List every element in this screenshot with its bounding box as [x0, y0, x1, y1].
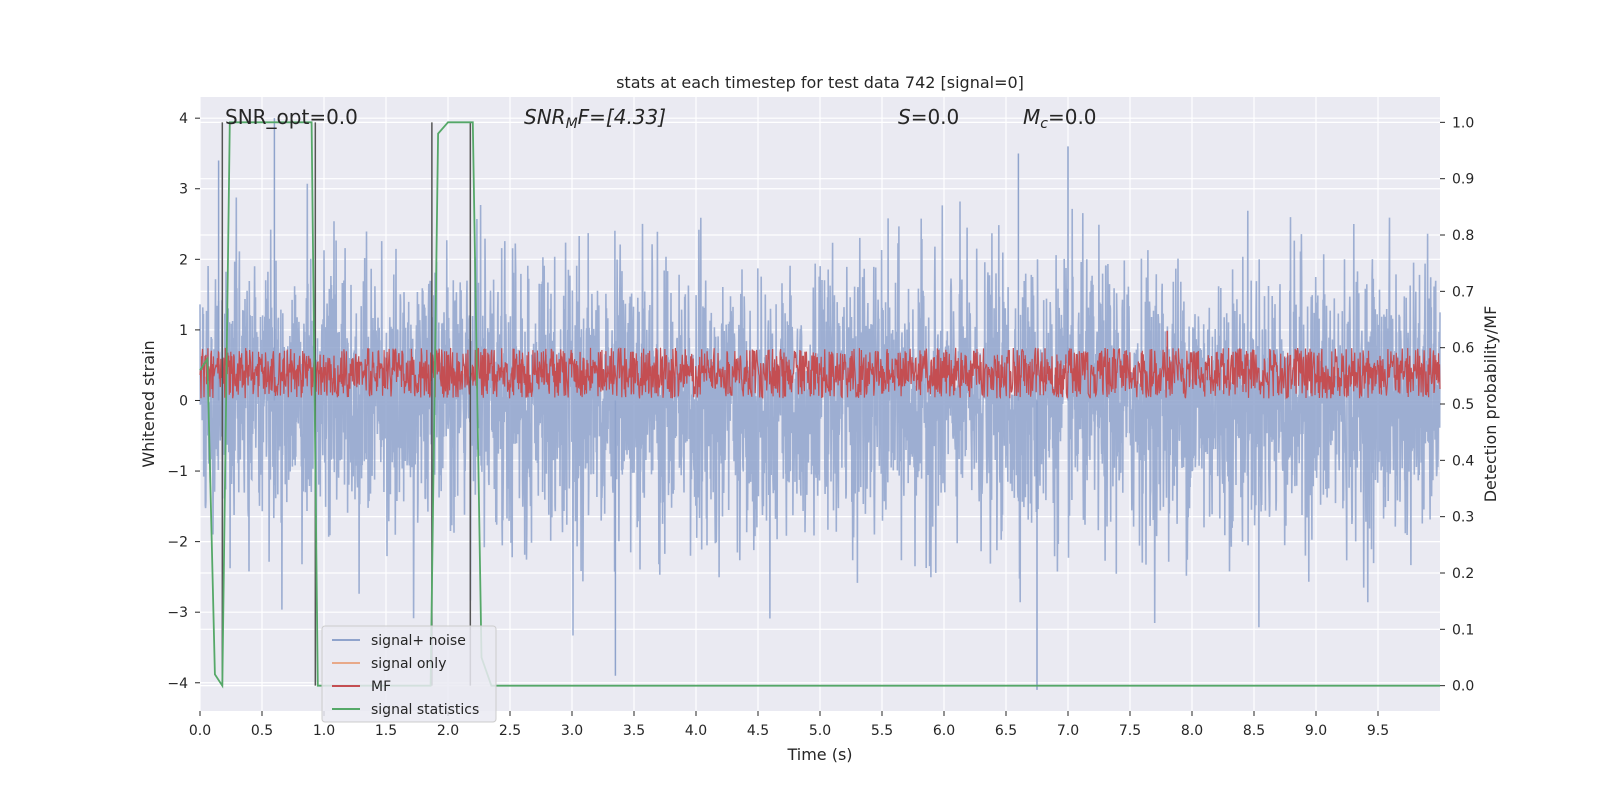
x-tick-label: 1.5 — [375, 723, 397, 739]
snr-mf-rest: F=[4.33] — [578, 105, 666, 129]
chart-title: stats at each timestep for test data 742… — [616, 73, 1024, 92]
y-right-axis-ticks: 1.0 0.9 0.8 0.7 0.6 0.5 0.4 0.3 0.2 0.1 0.0 — [1440, 115, 1474, 695]
s-annotation: S=0.0 — [898, 105, 959, 129]
y-left-tick-label: 0 — [179, 393, 188, 409]
mc-annotation: Mc=0.0 — [1023, 105, 1097, 132]
y-right-tick-label: 1.0 — [1452, 115, 1474, 131]
x-tick-label: 8.0 — [1181, 723, 1203, 739]
x-tick-label: 8.5 — [1243, 723, 1265, 739]
y-right-tick-label: 0.7 — [1452, 284, 1474, 300]
y-left-tick-label: 3 — [179, 182, 188, 198]
y-right-tick-label: 0.2 — [1452, 566, 1474, 582]
y-left-tick-label: 4 — [179, 111, 188, 127]
y-left-axis-label: Whitened strain — [139, 340, 158, 467]
s-rest: =0.0 — [911, 105, 960, 129]
mf-line — [199, 347, 1441, 400]
x-tick-label: 0.5 — [251, 723, 273, 739]
x-tick-label: 6.5 — [995, 723, 1017, 739]
snr-mf-annotation: SNRMF=[4.33] — [524, 105, 666, 132]
snr-mf-main: SNR — [524, 105, 566, 129]
mf-series — [199, 330, 1441, 400]
mc-var: M — [1023, 105, 1040, 129]
x-tick-label: 7.5 — [1119, 723, 1141, 739]
y-right-tick-label: 0.6 — [1452, 341, 1474, 357]
y-right-tick-label: 0.1 — [1452, 622, 1474, 638]
x-tick-label: 5.0 — [809, 723, 831, 739]
x-tick-label: 1.0 — [313, 723, 335, 739]
y-left-tick-label: −2 — [167, 535, 188, 551]
x-tick-label: 4.5 — [747, 723, 769, 739]
x-axis-label: Time (s) — [786, 745, 852, 764]
x-tick-label: 4.0 — [685, 723, 707, 739]
mc-sub: c — [1040, 116, 1048, 132]
y-left-tick-label: −3 — [167, 605, 188, 621]
y-right-tick-label: 0.5 — [1452, 397, 1474, 413]
x-tick-label: 2.0 — [437, 723, 459, 739]
snr-mf-sub: M — [566, 116, 578, 132]
y-right-tick-label: 0.4 — [1452, 453, 1474, 469]
y-right-tick-label: 0.3 — [1452, 510, 1474, 526]
x-axis-ticks: 0.0 0.5 1.0 1.5 2.0 2.5 3.0 3.5 4.0 4.5 5.0 5.5 6.0 6… — [189, 711, 1389, 739]
s-var: S — [898, 105, 911, 129]
x-tick-label: 7.0 — [1057, 723, 1079, 739]
x-tick-label: 9.0 — [1305, 723, 1327, 739]
x-tick-label: 5.5 — [871, 723, 893, 739]
legend-box — [321, 625, 497, 723]
y-left-axis-ticks: 4 3 2 1 0 −1 −2 −3 −4 — [167, 111, 200, 692]
y-left-tick-label: −4 — [167, 676, 188, 692]
y-right-tick-label: 0.8 — [1452, 228, 1474, 244]
y-left-tick-label: −1 — [167, 464, 188, 480]
y-left-tick-label: 2 — [179, 252, 188, 268]
x-tick-label: 9.5 — [1367, 723, 1389, 739]
legend-label-mf: MF — [371, 679, 391, 695]
x-tick-label: 3.0 — [561, 723, 583, 739]
y-left-tick-label: 1 — [179, 323, 188, 339]
y-right-tick-label: 0.0 — [1452, 679, 1474, 695]
legend-label-signal-noise: signal+ noise — [371, 633, 466, 649]
x-tick-label: 6.0 — [933, 723, 955, 739]
legend-label-signal-statistics: signal statistics — [371, 702, 479, 718]
legend-label-signal-only: signal only — [371, 656, 446, 672]
y-right-tick-label: 0.9 — [1452, 172, 1474, 188]
y-right-axis-label: Detection probability/MF — [1481, 306, 1500, 503]
x-tick-label: 0.0 — [189, 723, 211, 739]
x-tick-label: 2.5 — [499, 723, 521, 739]
mc-rest: =0.0 — [1048, 105, 1097, 129]
x-tick-label: 3.5 — [623, 723, 645, 739]
snr-opt-annotation: SNR_opt=0.0 — [225, 105, 358, 129]
legend: signal+ noise signal only MF signal stat… — [321, 625, 497, 723]
